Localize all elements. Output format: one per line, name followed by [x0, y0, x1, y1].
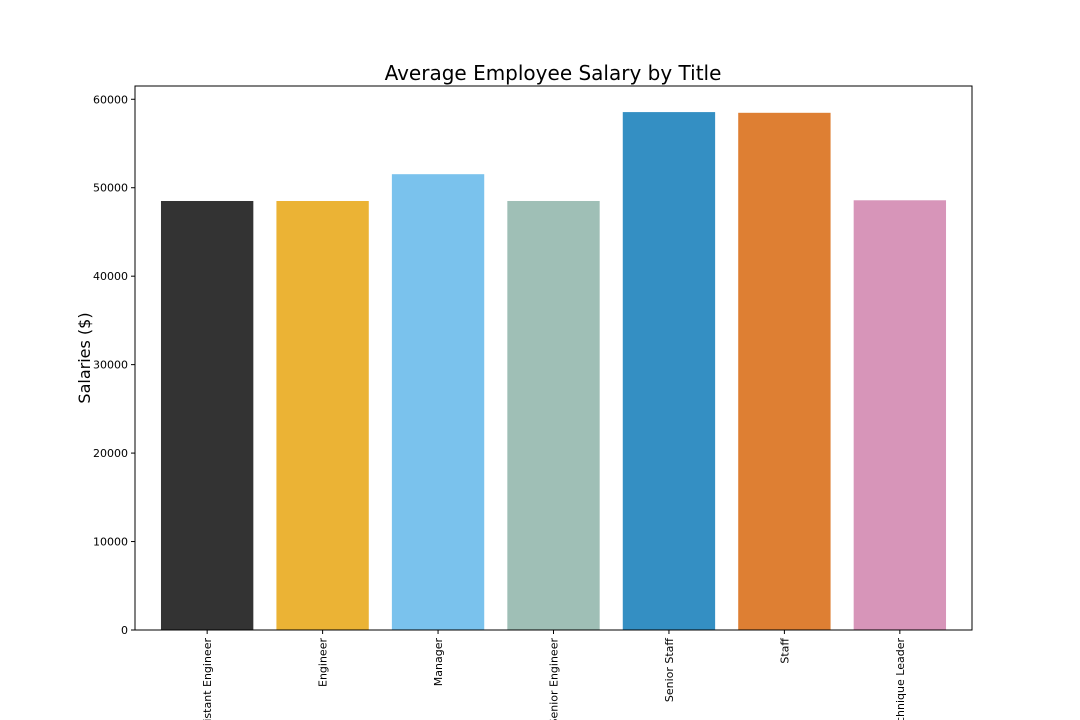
y-tick-label: 0	[121, 624, 128, 637]
chart-title: Average Employee Salary by Title	[385, 61, 722, 85]
x-tick-label: Engineer	[317, 638, 330, 687]
y-axis-label: Salaries ($)	[75, 312, 94, 403]
bars-group	[160, 112, 947, 631]
y-tick-label: 10000	[93, 536, 128, 549]
y-tick-label: 50000	[93, 182, 128, 195]
y-tick-label: 60000	[93, 93, 128, 106]
y-tick-label: 40000	[93, 270, 128, 283]
x-tick-label: Technique Leader	[894, 638, 907, 720]
x-axis-ticks: Assistant Engineer Engineer Manager Senior …	[201, 630, 907, 720]
plot-area-frame	[134, 85, 973, 631]
bar-technique-leader	[853, 200, 947, 630]
x-tick-label: Manager	[432, 638, 445, 687]
x-tick-label: Senior Staff	[663, 638, 676, 703]
bar-manager	[391, 174, 485, 630]
y-tick-label: 30000	[93, 359, 128, 372]
bar-senior-staff	[622, 112, 716, 631]
bar-staff	[738, 112, 831, 631]
x-tick-label: Staff	[778, 638, 791, 664]
x-tick-label: Senior Engineer	[548, 638, 561, 720]
bar-senior-engineer	[507, 200, 600, 630]
x-tick-label: Assistant Engineer	[201, 638, 214, 720]
y-axis-ticks: 0 10000 20000 30000 40000 50000 60000	[93, 93, 135, 637]
bar-engineer	[276, 200, 369, 630]
bar-assistant-engineer	[160, 200, 254, 630]
y-tick-label: 20000	[93, 447, 128, 460]
